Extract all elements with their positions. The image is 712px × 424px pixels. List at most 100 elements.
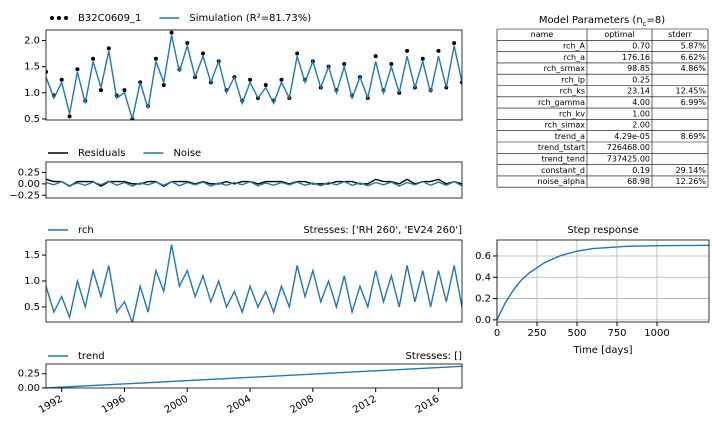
- table-header: stderr: [668, 30, 692, 39]
- table-cell: rch_gamma: [538, 98, 585, 107]
- table-cell: 1.00: [632, 109, 650, 118]
- table-cell: rch_A: [563, 41, 586, 50]
- legend-marker: [57, 16, 61, 20]
- x-tick-label: 0: [494, 328, 500, 339]
- table-cell: 6.99%: [681, 98, 707, 107]
- axes-frame: [496, 239, 710, 323]
- observation-point: [342, 62, 347, 67]
- y-tick-label: 1.0: [24, 88, 40, 99]
- table-cell: 12.45%: [675, 87, 706, 96]
- series-line: [46, 180, 462, 187]
- table-cell: 4.00: [632, 98, 650, 107]
- table-cell: 176.16: [622, 53, 650, 62]
- table-cell: rch_simax: [545, 121, 586, 130]
- table-cell: 12.26%: [675, 177, 706, 186]
- series-line: [46, 35, 462, 120]
- observation-point: [200, 51, 205, 56]
- y-tick-label: 1.0: [24, 276, 40, 287]
- table-cell: 5.87%: [681, 41, 707, 50]
- table-cell: trend_tend: [541, 154, 585, 163]
- series-line: [46, 244, 462, 322]
- x-tick-label: 500: [567, 328, 586, 339]
- observation-point: [169, 30, 174, 35]
- table-cell: 29.14%: [675, 166, 706, 175]
- table-cell: constant_d: [541, 166, 585, 175]
- plot-area: [46, 30, 462, 120]
- table-cell: 0.25: [632, 75, 650, 84]
- table-cell: rch_lp: [561, 75, 585, 84]
- observation-point: [436, 48, 441, 53]
- y-tick-label: 0.00: [18, 383, 40, 394]
- x-tick-label: 750: [607, 328, 626, 339]
- observation-point: [91, 56, 96, 61]
- axes-frame: [45, 363, 463, 389]
- table-cell: 4.86%: [681, 64, 707, 73]
- table-cell: rch_kv: [559, 109, 585, 118]
- legend-label: Noise: [173, 148, 201, 159]
- y-tick-label: 0.4: [475, 272, 491, 283]
- plot-area: [46, 178, 462, 187]
- legend-label: trend: [78, 351, 105, 362]
- table-cell: rch_ks: [560, 87, 585, 96]
- observation-point: [279, 77, 284, 82]
- table-cell: noise_alpha: [538, 177, 586, 186]
- axes-frame: [45, 29, 463, 121]
- series-line: [46, 178, 462, 187]
- legend-label: Simulation (R²=81.73%): [189, 13, 311, 24]
- observation-point: [153, 56, 158, 61]
- plot-area: [46, 365, 462, 388]
- observation-point: [106, 46, 111, 51]
- observation-point: [373, 54, 378, 59]
- observation-point: [67, 114, 72, 119]
- observation-point: [59, 77, 64, 82]
- table-header: name: [531, 30, 554, 39]
- y-tick-label: 0.5: [24, 114, 40, 125]
- x-tick-label: 2012: [351, 394, 379, 416]
- parameters-table: Model Parameters (nc=8) name optimal stder…: [496, 15, 709, 188]
- observation-point: [452, 41, 457, 46]
- y-tick-label: 0.2: [475, 294, 491, 305]
- observation-point: [263, 82, 268, 87]
- table-title-sub: c: [643, 20, 647, 28]
- table-cell: 23.14: [627, 87, 650, 96]
- table-cell: 0.70: [632, 41, 650, 50]
- table-title-text: Model Parameters (n: [539, 15, 643, 26]
- table-cell: 0.19: [632, 166, 650, 175]
- x-tick-label: 2008: [288, 394, 316, 416]
- legend-label: B32C0609_1: [78, 13, 141, 24]
- legend-label: rch: [78, 225, 94, 236]
- x-tick-label: 2000: [163, 394, 191, 416]
- y-tick-label: 0.25: [18, 369, 40, 380]
- x-axis-label: Time [days]: [572, 345, 632, 356]
- plot-area: [46, 244, 462, 322]
- y-tick-label: 0.25: [18, 167, 40, 178]
- y-tick-label: −0.25: [9, 190, 40, 201]
- observation-point: [46, 69, 48, 74]
- y-tick-label: 1.5: [24, 62, 40, 73]
- legend-label: Residuals: [78, 148, 125, 159]
- table-cell: 68.98: [627, 177, 650, 186]
- y-tick-label: 0.00: [18, 179, 40, 190]
- table-cell: 726468.00: [607, 143, 650, 152]
- table-cell: 2.00: [632, 121, 650, 130]
- legend-marker: [50, 16, 54, 20]
- x-tick-label: 1000: [644, 328, 669, 339]
- series-line: [46, 365, 462, 388]
- observation-point: [248, 77, 253, 82]
- observation-point: [405, 48, 410, 53]
- chart-title: Step response: [567, 225, 638, 236]
- table-title: Model Parameters (nc=8): [539, 15, 665, 28]
- table-header: optimal: [604, 30, 634, 39]
- x-tick-label: 250: [527, 328, 546, 339]
- stresses-label: Stresses: ['RH 260', 'EV24 260']: [303, 225, 462, 236]
- table-cell: 8.69%: [681, 132, 707, 141]
- plot-area: [497, 244, 709, 321]
- observation-point: [185, 41, 190, 46]
- observation-point: [420, 56, 425, 61]
- table-cell: rch_a: [564, 53, 586, 62]
- observation-point: [161, 82, 166, 87]
- table-cell: 6.62%: [681, 53, 707, 62]
- table-title-end: =8): [647, 15, 666, 26]
